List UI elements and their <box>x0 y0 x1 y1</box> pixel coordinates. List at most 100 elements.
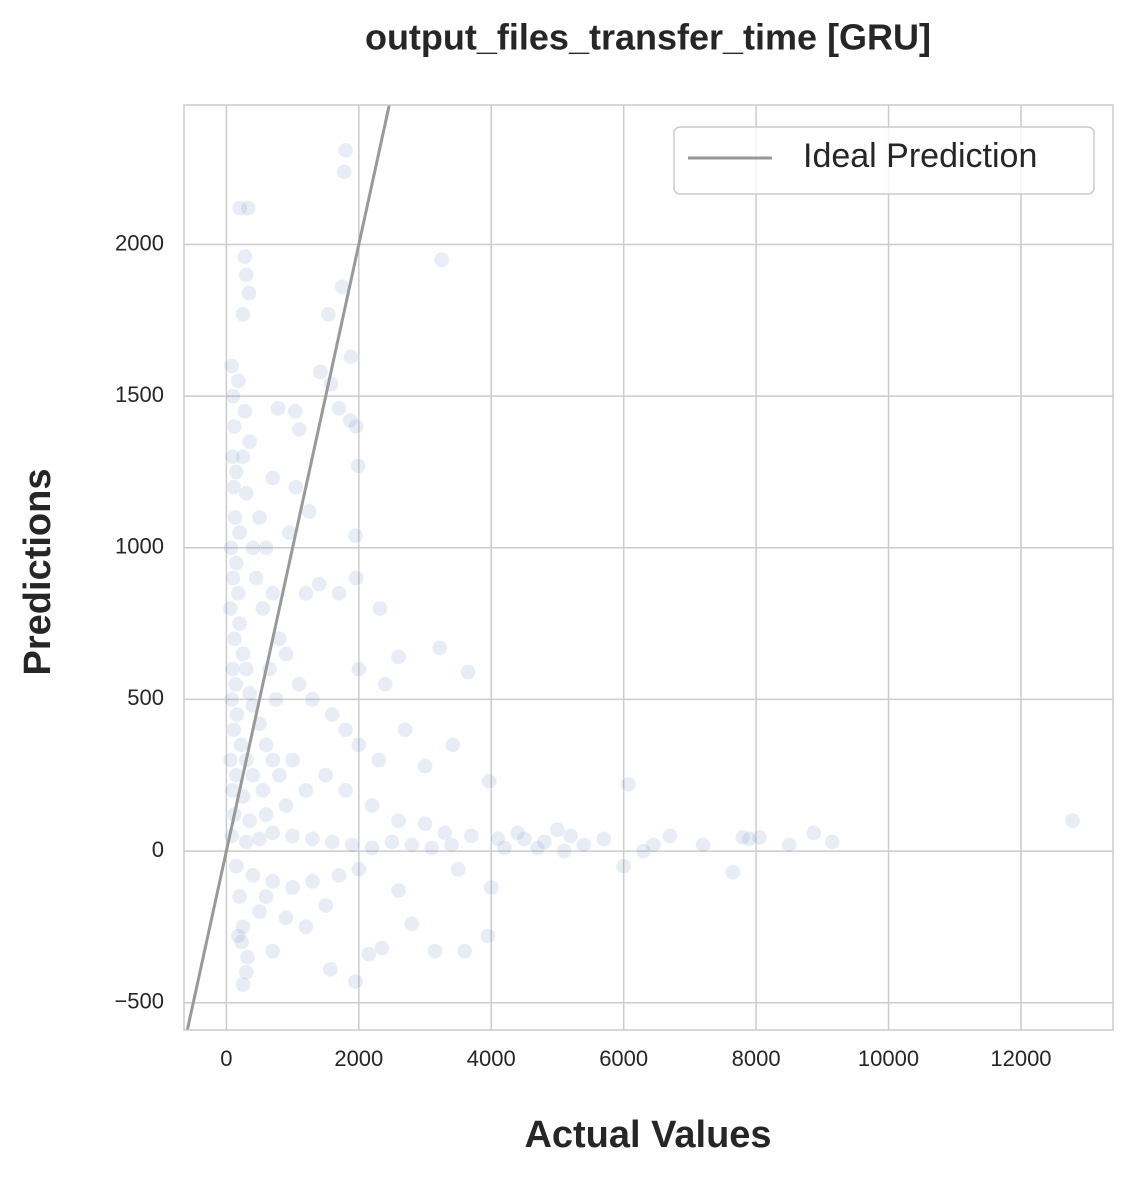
point <box>456 943 473 960</box>
point <box>330 400 347 417</box>
x-tick-label: 2000 <box>334 1046 383 1071</box>
y-tick-label: 1000 <box>115 534 164 559</box>
point <box>348 418 365 435</box>
x-tick-label: 0 <box>220 1046 232 1071</box>
x-tick-label: 6000 <box>599 1046 648 1071</box>
point <box>228 554 245 571</box>
x-tick-label: 10000 <box>858 1046 919 1071</box>
point <box>226 418 243 435</box>
y-tick-label: 1500 <box>115 382 164 407</box>
x-tick-label: 12000 <box>990 1046 1051 1071</box>
legend: Ideal Prediction <box>673 126 1095 195</box>
point <box>223 691 240 708</box>
point <box>350 661 367 678</box>
point <box>238 833 255 850</box>
point <box>234 918 251 935</box>
point <box>223 357 240 374</box>
point <box>337 782 354 799</box>
point <box>444 736 461 753</box>
point <box>426 943 443 960</box>
point <box>234 976 251 993</box>
point <box>240 200 257 217</box>
y-tick-label: 0 <box>152 837 164 862</box>
point <box>236 403 253 420</box>
point <box>433 251 450 268</box>
point <box>248 570 265 587</box>
y-tick-label: −500 <box>114 989 164 1014</box>
point <box>254 600 271 617</box>
point <box>509 824 526 841</box>
x-axis-label: Actual Values <box>524 1114 771 1156</box>
point <box>516 830 533 847</box>
point <box>224 570 241 587</box>
point <box>222 600 239 617</box>
point <box>741 830 758 847</box>
point <box>489 830 506 847</box>
point <box>562 827 579 844</box>
point <box>342 412 359 429</box>
y-tick-label: 2000 <box>115 230 164 255</box>
point <box>360 946 377 963</box>
point <box>695 837 712 853</box>
point <box>330 867 347 884</box>
point <box>417 758 434 775</box>
points <box>185 105 1081 1030</box>
point <box>240 285 257 302</box>
point <box>224 448 241 465</box>
point <box>264 824 281 841</box>
point <box>238 485 255 502</box>
point <box>241 812 258 829</box>
point <box>370 752 387 769</box>
point <box>595 830 612 847</box>
point <box>751 829 768 846</box>
point <box>264 873 281 890</box>
point <box>258 539 275 556</box>
x-tick-label: 4000 <box>467 1046 516 1071</box>
point <box>390 882 407 899</box>
point <box>620 776 637 793</box>
point <box>383 833 400 850</box>
x-tick-label: 8000 <box>732 1046 781 1071</box>
plot-frame <box>183 104 1114 1031</box>
point <box>337 142 354 159</box>
legend-label: Ideal Prediction <box>803 137 1037 175</box>
point <box>496 840 513 857</box>
point <box>373 940 390 957</box>
reference-line <box>185 105 391 1030</box>
point <box>324 833 341 850</box>
point <box>238 661 255 678</box>
point <box>228 463 245 480</box>
point <box>230 585 247 602</box>
point <box>734 829 751 846</box>
point <box>287 479 304 496</box>
point <box>431 639 448 656</box>
point <box>463 827 480 844</box>
grid <box>184 105 1113 1030</box>
point <box>364 840 381 857</box>
point <box>284 752 301 769</box>
point <box>230 927 247 944</box>
point <box>223 539 240 556</box>
point <box>662 827 679 844</box>
point <box>236 248 253 265</box>
point <box>277 909 294 926</box>
point <box>224 661 241 678</box>
point <box>241 433 258 450</box>
point <box>291 421 308 438</box>
point <box>529 840 546 857</box>
point <box>344 837 361 853</box>
point <box>1064 812 1081 829</box>
point <box>231 888 248 905</box>
point <box>483 879 500 896</box>
point <box>258 806 275 823</box>
point <box>251 903 268 920</box>
point <box>238 266 255 283</box>
point <box>227 676 244 693</box>
point <box>244 767 261 784</box>
point <box>264 585 281 602</box>
point <box>271 767 288 784</box>
point <box>330 585 347 602</box>
point <box>460 664 477 681</box>
point <box>264 752 281 769</box>
